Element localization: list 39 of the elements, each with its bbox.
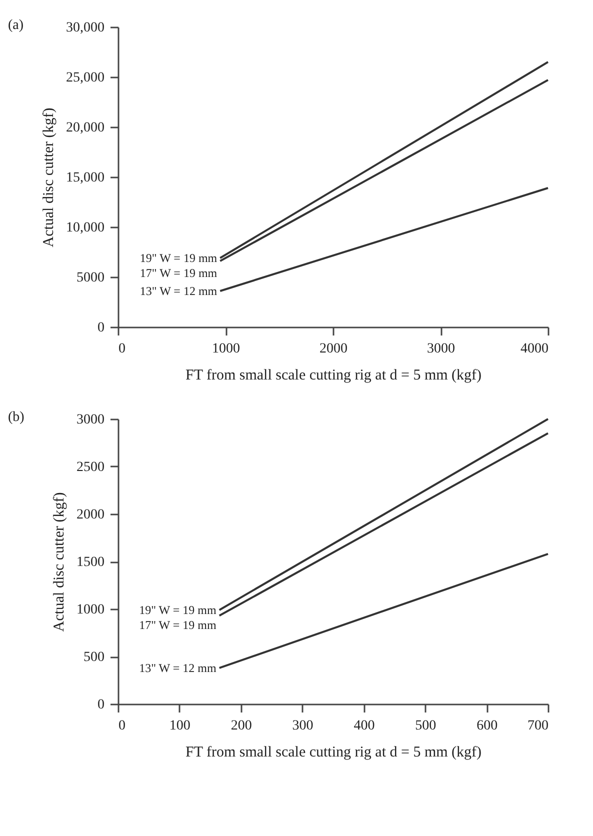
y-tick-label: 3000 [76,412,104,428]
y-tick-label: 25,000 [66,70,104,86]
x-tick-label: 300 [292,718,314,734]
x-tick-label: 600 [476,718,498,734]
series-label: 19" W = 19 mm [139,602,218,617]
series-label: 13" W = 12 mm [139,660,218,675]
x-tick-label: 500 [415,718,436,734]
chart-title: (a) [8,18,24,33]
series-label: 13" W = 12 mm [140,284,218,298]
y-tick-label: 20,000 [66,120,104,136]
series-label: 19" W = 19 mm [140,251,218,265]
x-tick-label: 2000 [320,342,348,356]
y-tick-label: 2000 [76,508,104,522]
x-axis-title: FT from small scale cutting rig at d = 5 mm (kgf) [185,368,482,384]
x-axis-title: FT from small scale cutting rig at d = 5 mm (kgf) [185,744,482,760]
y-tick-label: 1500 [76,555,104,570]
y-tick-label: 15,000 [66,170,104,186]
x-tick-label: 100 [169,718,190,734]
chart-title: (b) [8,410,25,425]
x-tick-label: 1000 [212,342,240,356]
y-tick-label: 1000 [76,602,104,618]
x-tick-label: 400 [354,718,375,734]
y-tick-label: 2500 [76,460,104,475]
x-tick-label: 0 [118,718,126,734]
y-tick-label: 10,000 [66,220,104,236]
x-tick-label: 0 [118,342,126,356]
x-tick-label: 3000 [427,342,455,356]
x-tick-label: 200 [230,718,252,734]
y-axis-title: Actual disc cutter (kgf) [52,492,68,632]
x-tick-label: 4000 [520,342,548,356]
y-tick-label: 0 [98,698,104,712]
x-tick-label: 700 [528,718,548,734]
y-axis-title: Actual disc cutter (kgf) [41,108,57,248]
y-tick-label: 500 [84,650,104,665]
y-tick-label: 5000 [76,270,104,286]
series-label: 17" W = 19 mm [140,266,218,280]
series-label: 17" W = 19 mm [139,618,218,632]
y-tick-label: 0 [98,320,104,336]
y-tick-label: 30,000 [66,20,104,36]
